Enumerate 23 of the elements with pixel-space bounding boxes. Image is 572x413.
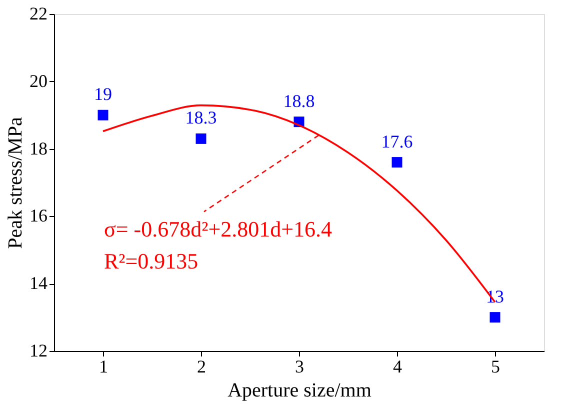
x-tick-label: 1 — [99, 356, 108, 376]
y-tick-label: 22 — [30, 4, 48, 24]
data-label: 19 — [94, 84, 112, 104]
x-axis-title: Aperture size/mm — [228, 380, 372, 402]
y-tick-label: 18 — [30, 138, 48, 158]
x-tick-label: 3 — [295, 356, 304, 376]
x-tick-label: 4 — [393, 356, 402, 376]
data-label: 17.6 — [381, 131, 413, 152]
y-tick-label: 20 — [30, 70, 48, 91]
data-label: 18.8 — [283, 90, 315, 111]
point — [392, 157, 402, 168]
annotation: R²=0.9135 — [104, 248, 198, 274]
point — [98, 110, 108, 120]
x-tick-label: 5 — [491, 356, 500, 376]
point — [196, 133, 206, 144]
data-label: 18.3 — [185, 108, 217, 128]
y-tick-label: 12 — [30, 340, 48, 360]
y-axis-title: Peak stress/MPa — [4, 117, 26, 249]
y-tick-label: 14 — [30, 273, 48, 294]
annotation: σ= -0.678d²+2.801d+16.4 — [104, 216, 332, 242]
x-tick-label: 2 — [197, 356, 206, 376]
point — [490, 312, 500, 323]
y-tick-label: 16 — [30, 206, 48, 226]
